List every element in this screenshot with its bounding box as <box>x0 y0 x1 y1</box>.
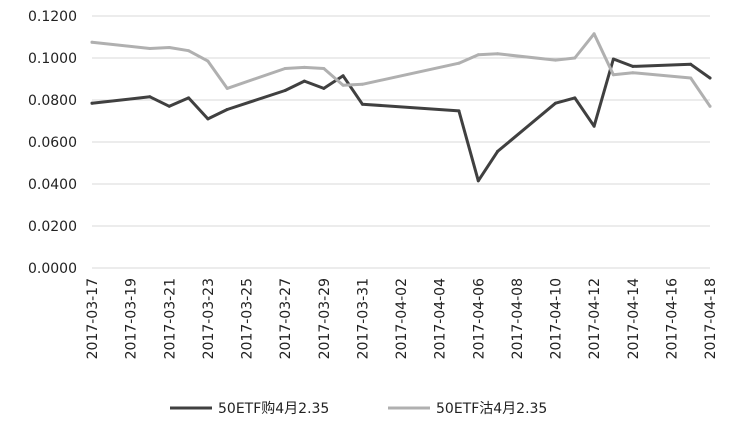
data-point <box>225 86 229 90</box>
data-point <box>187 49 191 53</box>
x-tick-label: 2017-04-02 <box>394 278 410 359</box>
data-point <box>611 57 615 61</box>
data-point <box>554 101 557 105</box>
data-point <box>573 56 577 60</box>
data-point <box>225 108 229 111</box>
x-tick-label: 2017-04-04 <box>433 278 449 359</box>
x-tick-label: 2017-04-16 <box>664 278 680 359</box>
data-point <box>148 47 152 50</box>
data-point <box>631 64 635 68</box>
data-point <box>187 96 191 100</box>
y-tick-label: 0.0000 <box>28 261 77 277</box>
y-tick-label: 0.1200 <box>28 9 77 25</box>
data-point <box>341 83 345 87</box>
x-tick-label: 2017-03-29 <box>317 278 333 359</box>
data-point <box>360 82 364 86</box>
data-point <box>148 95 152 99</box>
x-tick-label: 2017-03-21 <box>162 278 178 359</box>
x-tick-label: 2017-04-18 <box>703 278 719 359</box>
data-point <box>573 96 577 100</box>
data-point <box>708 104 712 108</box>
x-tick-label: 2017-03-27 <box>278 278 294 359</box>
data-point <box>341 74 345 78</box>
data-point <box>457 61 461 65</box>
y-tick-label: 0.0800 <box>28 93 77 109</box>
data-point <box>476 179 480 183</box>
data-point <box>283 89 287 92</box>
data-point <box>302 65 306 69</box>
data-point <box>206 59 210 63</box>
data-point <box>90 40 94 44</box>
legend-label-1: 50ETF购4月2.35 <box>218 401 329 417</box>
data-point <box>689 76 693 80</box>
y-tick-label: 0.0400 <box>28 177 77 193</box>
x-tick-label: 2017-03-23 <box>201 278 217 359</box>
y-tick-label: 0.1000 <box>28 51 77 67</box>
x-tick-label: 2017-03-17 <box>85 278 101 359</box>
data-point <box>283 67 287 70</box>
data-point <box>554 58 557 62</box>
data-point <box>708 76 712 80</box>
data-point <box>592 32 596 36</box>
data-point <box>167 104 171 108</box>
x-tick-label: 2017-04-14 <box>626 278 642 359</box>
x-tick-label: 2017-03-25 <box>240 278 256 359</box>
data-point <box>206 117 210 121</box>
data-point <box>631 71 635 75</box>
x-tick-label: 2017-04-10 <box>549 278 565 359</box>
series-line-2 <box>90 32 712 108</box>
data-point <box>322 67 326 70</box>
data-point <box>167 46 171 49</box>
data-point <box>360 102 364 106</box>
data-point <box>302 79 306 83</box>
x-tick-label: 2017-04-12 <box>587 278 603 359</box>
data-point <box>592 124 596 128</box>
x-tick-label: 2017-03-31 <box>355 278 371 359</box>
y-tick-label: 0.0600 <box>28 135 77 151</box>
data-point <box>476 53 480 57</box>
data-point <box>611 73 615 77</box>
data-point <box>457 109 461 113</box>
x-tick-label: 2017-04-08 <box>510 278 526 359</box>
data-point <box>322 86 326 90</box>
legend-label-2: 50ETF沽4月2.35 <box>436 401 547 417</box>
data-point <box>496 149 500 153</box>
x-tick-label: 2017-03-19 <box>124 278 140 359</box>
data-point <box>496 52 500 56</box>
data-point <box>689 62 693 66</box>
data-point <box>90 101 94 105</box>
x-tick-label: 2017-04-06 <box>471 278 487 359</box>
y-tick-label: 0.0200 <box>28 219 77 235</box>
